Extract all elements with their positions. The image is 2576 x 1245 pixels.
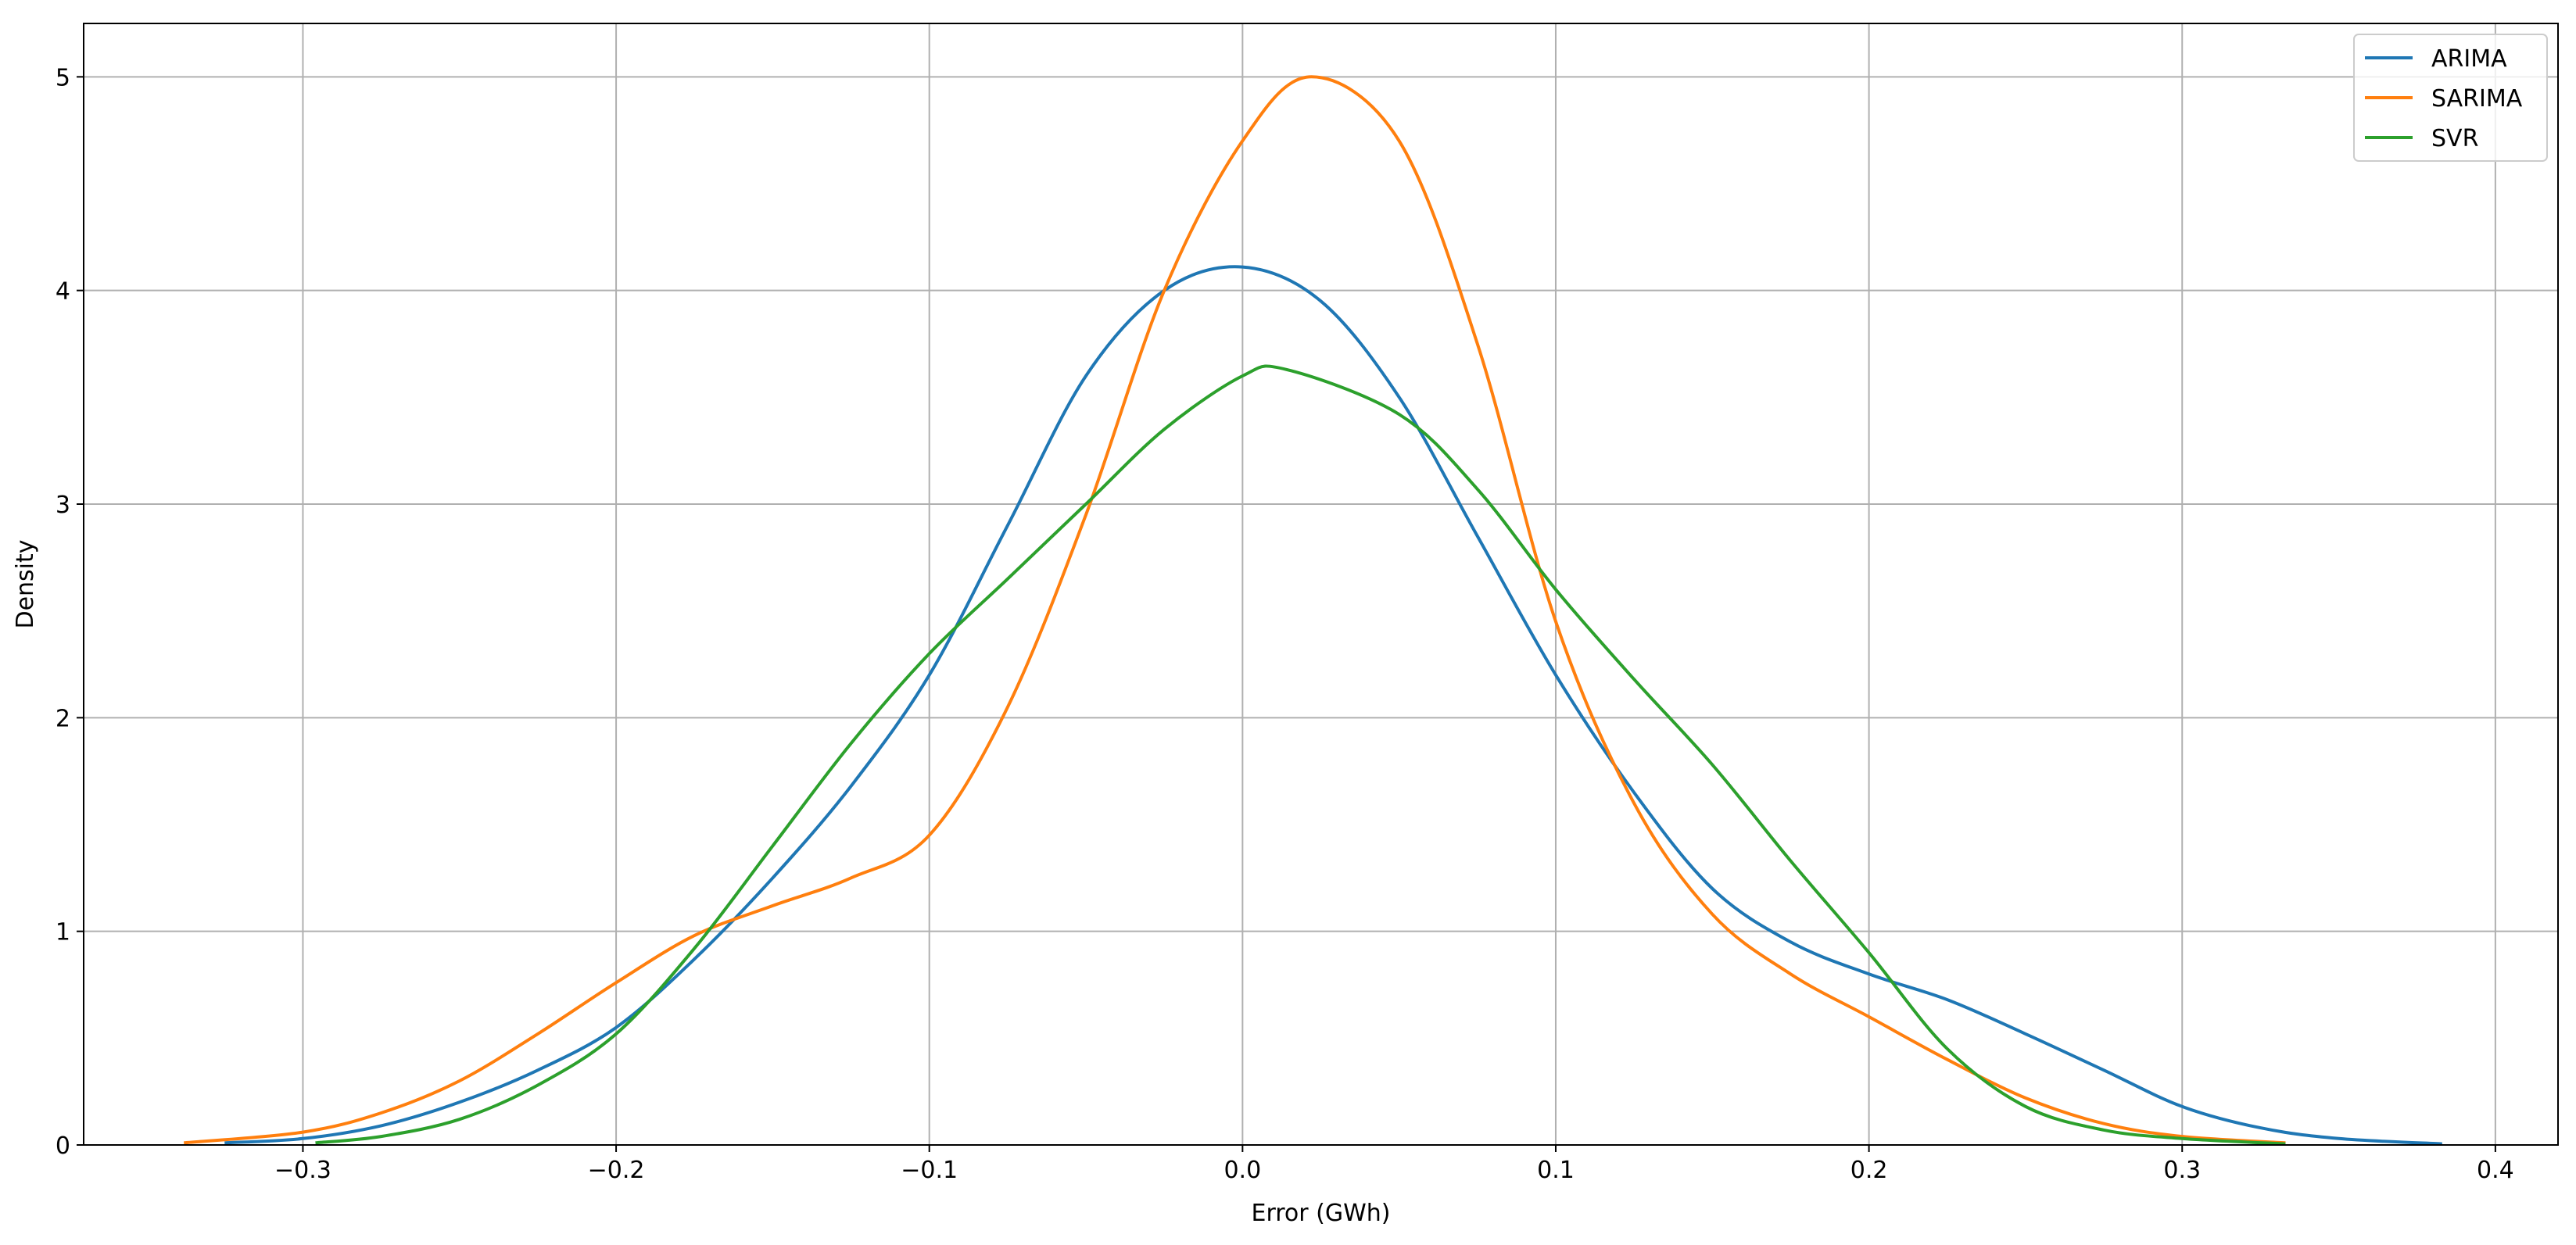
- y-tick-label: 3: [56, 492, 70, 519]
- x-tick-label: −0.3: [274, 1157, 331, 1184]
- series-line-sarima: [184, 75, 2286, 1145]
- y-tick-label: 1: [56, 919, 70, 946]
- y-tick-label: 2: [56, 705, 70, 732]
- y-tick-label: 5: [56, 64, 70, 91]
- x-tick-label: 0.0: [1224, 1157, 1261, 1184]
- x-tick-label: −0.1: [901, 1157, 958, 1184]
- y-axis: 0 1 2 3 4 5: [56, 64, 84, 1160]
- x-tick-label: −0.2: [588, 1157, 645, 1184]
- y-tick-label: 4: [56, 278, 70, 306]
- x-axis: −0.3 −0.2 −0.1 0.0 0.1 0.2 0.3 0.4: [274, 1145, 2514, 1184]
- series-lines: [184, 75, 2442, 1146]
- legend-label-svr: SVR: [2431, 125, 2478, 152]
- legend: ARIMA SARIMA SVR: [2353, 34, 2548, 162]
- series-line-arima: [224, 265, 2442, 1146]
- x-tick-label: 0.2: [1850, 1157, 1888, 1184]
- x-axis-label: Error (GWh): [1252, 1200, 1391, 1227]
- y-tick-label: 0: [56, 1132, 70, 1160]
- x-tick-label: 0.4: [2477, 1157, 2514, 1184]
- grid: [84, 23, 2558, 1146]
- legend-label-arima: ARIMA: [2431, 45, 2507, 73]
- legend-label-sarima: SARIMA: [2431, 85, 2523, 113]
- series-line-svr: [315, 364, 2286, 1146]
- x-tick-label: 0.3: [2163, 1157, 2201, 1184]
- y-axis-label: Density: [12, 539, 39, 628]
- x-tick-label: 0.1: [1537, 1157, 1575, 1184]
- legend-box: [2353, 34, 2548, 162]
- plot-frame: [83, 23, 2559, 1146]
